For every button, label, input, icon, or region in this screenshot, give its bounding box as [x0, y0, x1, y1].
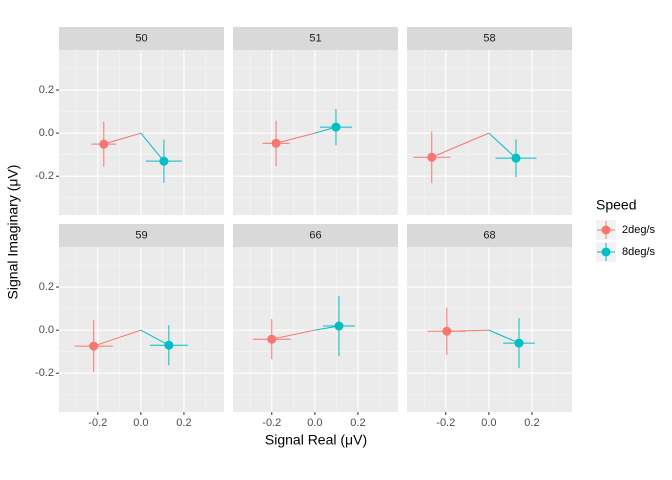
y-tick-label: 0.0: [39, 127, 54, 139]
origin-line: [93, 329, 142, 347]
point: [99, 139, 109, 149]
y-axis-label: Signal Imaginary (μV): [5, 165, 21, 300]
point: [442, 326, 452, 336]
panel: [233, 247, 398, 412]
y-tick-label: 0.2: [39, 281, 54, 293]
panel: [59, 50, 224, 215]
panel: [59, 247, 224, 412]
legend-label: 8deg/s: [622, 246, 656, 258]
x-tick-label: -0.2: [436, 417, 455, 429]
y-tick-label: -0.2: [35, 170, 54, 182]
point: [331, 122, 341, 132]
x-tick-label: 0.0: [133, 417, 148, 429]
x-tick-label: 0.0: [307, 417, 322, 429]
point: [267, 334, 277, 344]
point: [334, 321, 344, 331]
strip-label: 58: [483, 32, 495, 44]
origin-line: [271, 329, 315, 340]
origin-line: [140, 329, 170, 346]
origin-line: [140, 132, 165, 162]
strip: [233, 27, 398, 50]
strip-label: 68: [483, 229, 495, 241]
point: [159, 156, 169, 166]
panel: [407, 247, 572, 412]
point: [164, 340, 174, 350]
legend-point: [601, 225, 611, 235]
point: [511, 153, 521, 163]
strip: [407, 27, 572, 50]
origin-line: [275, 132, 315, 144]
y-tick-label: -0.2: [35, 367, 54, 379]
point: [89, 341, 99, 351]
point: [271, 138, 281, 148]
strip: [407, 224, 572, 247]
strip: [233, 224, 398, 247]
point: [514, 338, 524, 348]
legend-point: [601, 247, 611, 257]
panel: [407, 50, 572, 215]
point: [427, 152, 437, 162]
strip-label: 66: [309, 229, 321, 241]
strip-label: 50: [135, 32, 147, 44]
x-tick-label: 0.2: [524, 417, 539, 429]
origin-line: [431, 132, 490, 158]
x-tick-label: -0.2: [88, 417, 107, 429]
x-tick-label: 0.0: [481, 417, 496, 429]
strip: [59, 27, 224, 50]
origin-line: [488, 132, 517, 159]
strip: [59, 224, 224, 247]
x-tick-label: 0.2: [350, 417, 365, 429]
strip-label: 59: [135, 229, 147, 241]
origin-line: [488, 329, 520, 344]
x-tick-label: 0.2: [176, 417, 191, 429]
legend-title: Speed: [596, 197, 636, 213]
y-tick-label: 0.2: [39, 84, 54, 96]
strip-label: 51: [309, 32, 321, 44]
x-tick-label: -0.2: [262, 417, 281, 429]
x-axis-label: Signal Real (μV): [265, 432, 367, 448]
y-tick-label: 0.0: [39, 324, 54, 336]
origin-line: [103, 132, 141, 145]
legend-label: 2deg/s: [622, 224, 656, 236]
